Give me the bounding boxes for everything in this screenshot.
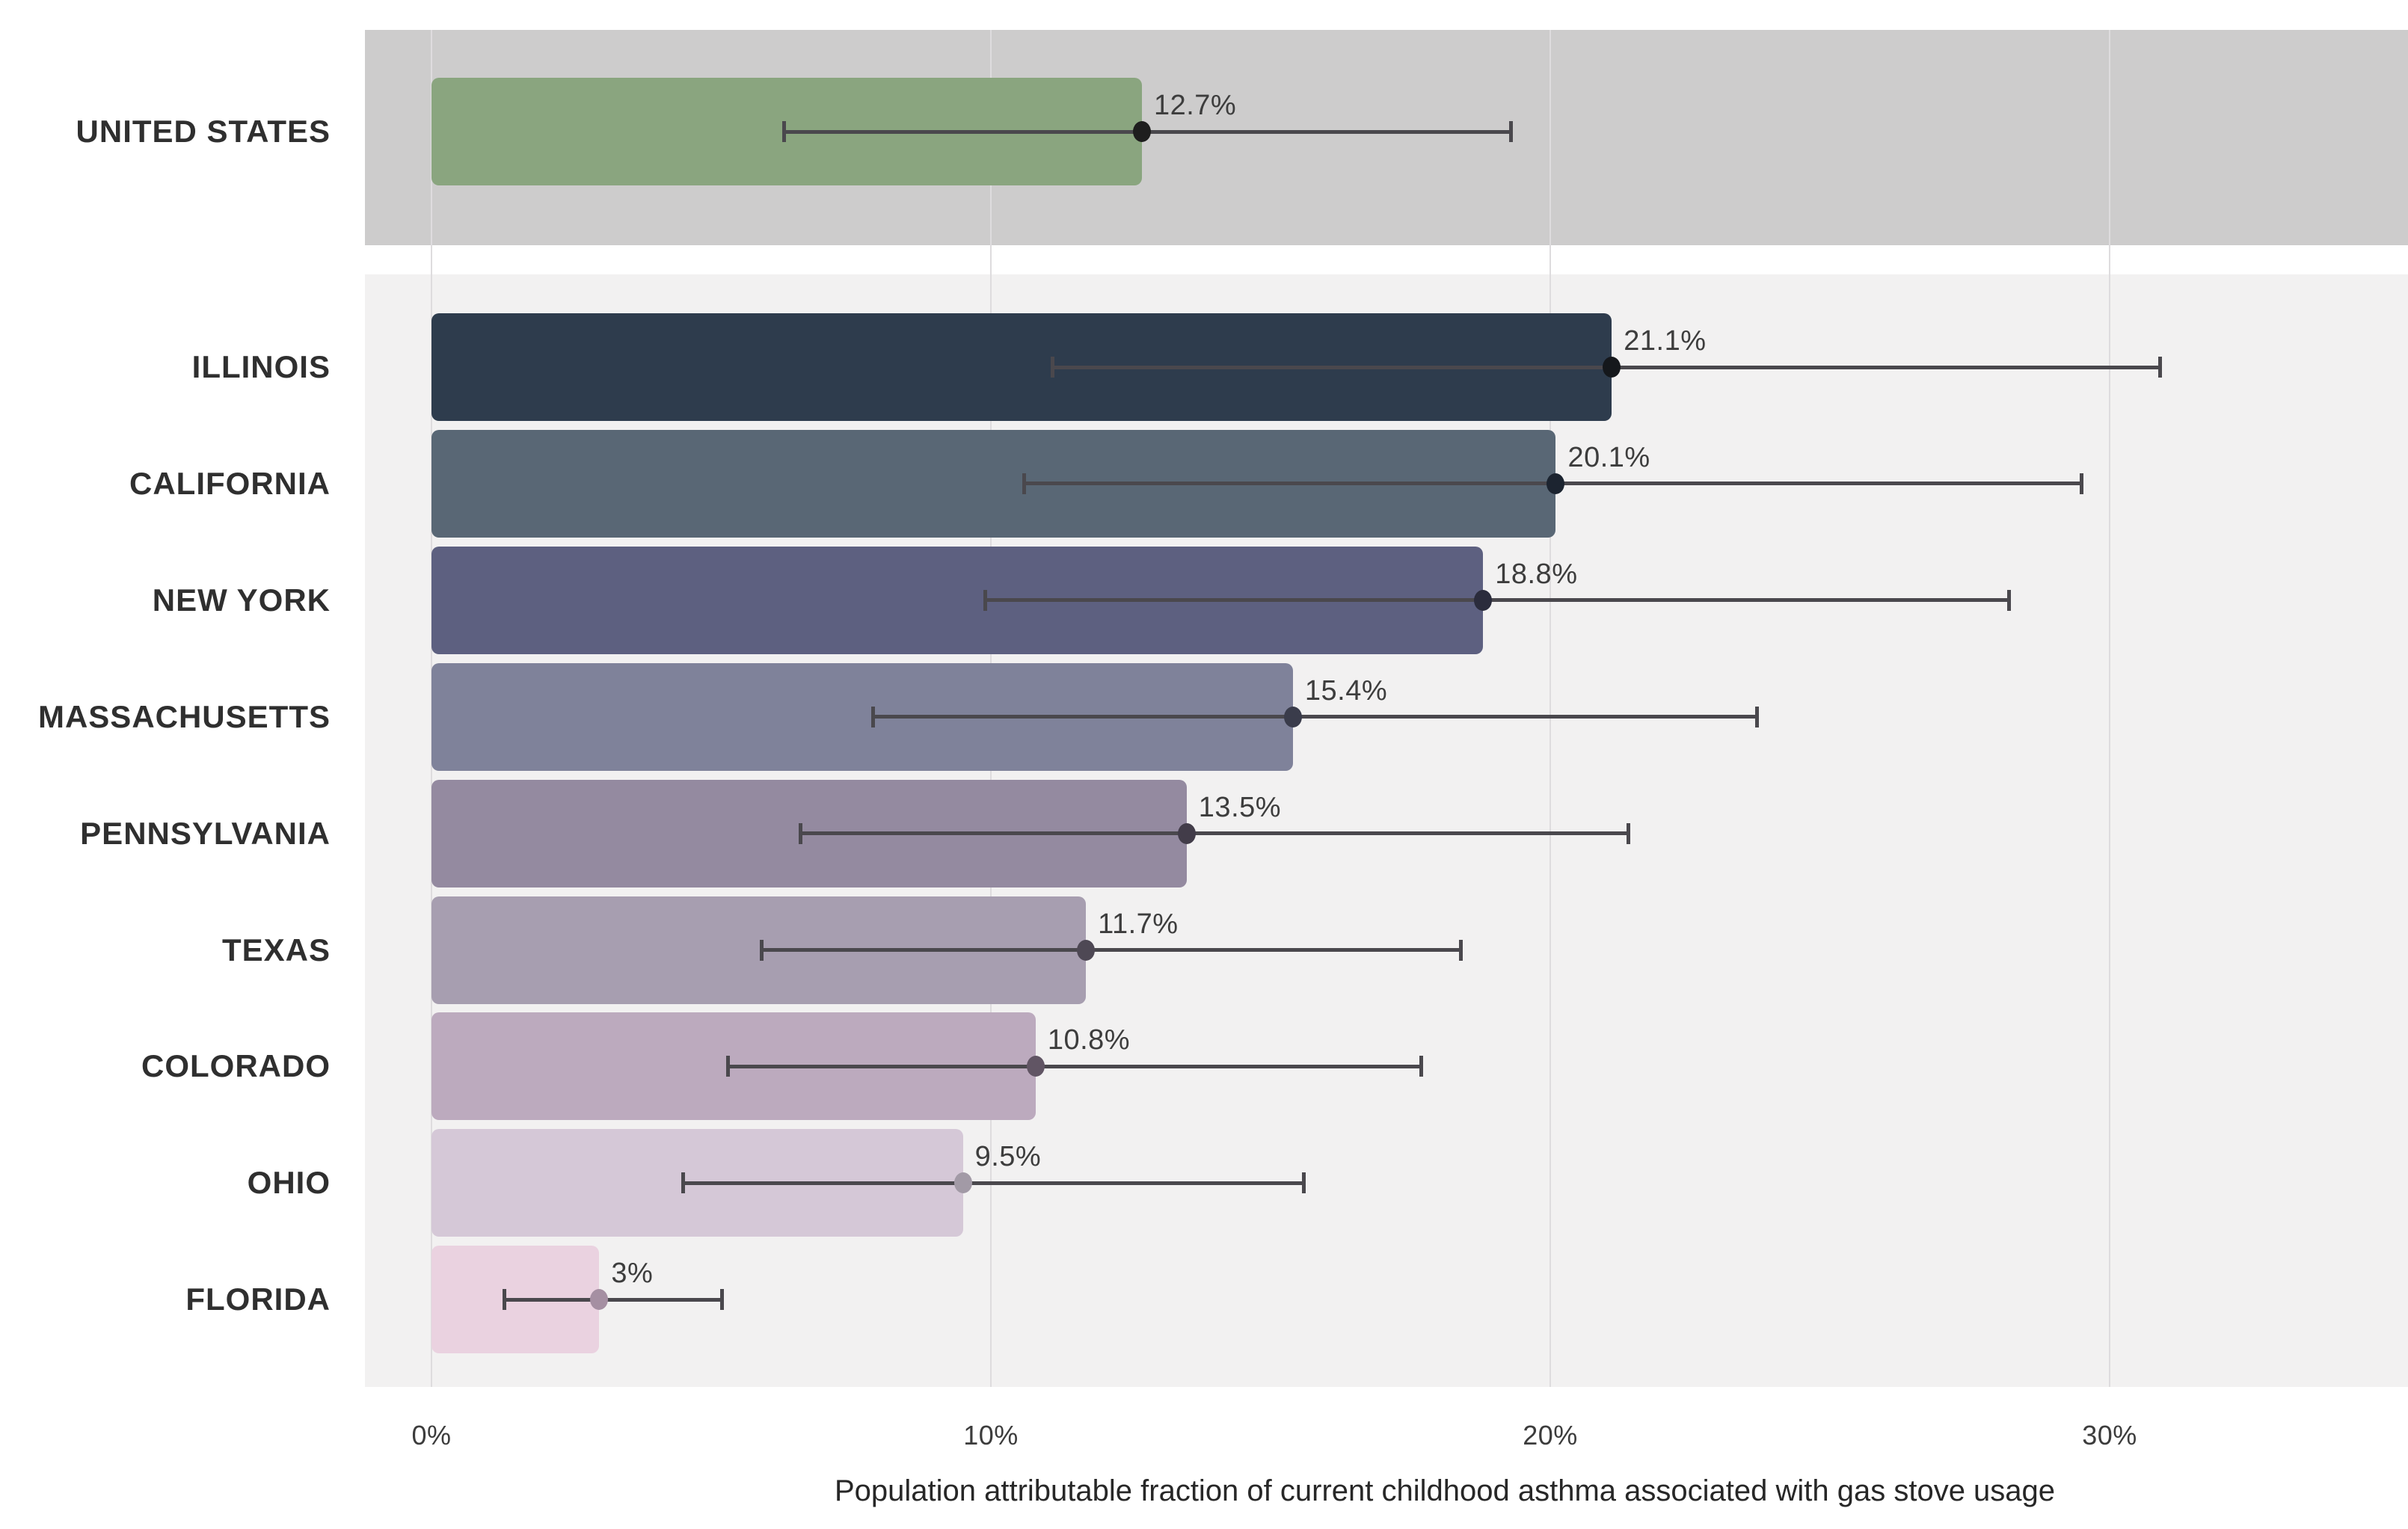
row-label-colorado: COLORADO: [141, 1048, 331, 1084]
error-cap-high-massachusetts: [1755, 706, 1760, 727]
row-label-illinois: ILLINOIS: [191, 349, 331, 384]
error-cap-low-texas: [759, 939, 764, 961]
error-cap-low-pennsylvania: [799, 822, 803, 844]
point-estimate-dot-ohio: [953, 1172, 972, 1194]
error-cap-high-colorado: [1419, 1056, 1424, 1077]
error-cap-low-colorado: [725, 1056, 730, 1077]
error-cap-low-illinois: [1050, 357, 1054, 378]
error-cap-high-illinois: [2157, 357, 2162, 378]
value-label-colorado: 10.8%: [1047, 1024, 1131, 1056]
error-cap-high-united-states: [1509, 121, 1514, 142]
error-cap-low-massachusetts: [871, 706, 876, 727]
error-bar-colorado: [728, 1064, 1422, 1068]
row-label-texas: TEXAS: [221, 932, 331, 967]
point-estimate-dot-new-york: [1474, 589, 1493, 611]
point-estimate-dot-california: [1547, 473, 1565, 494]
row-label-florida: FLORIDA: [185, 1282, 331, 1317]
error-cap-low-california: [1022, 473, 1027, 494]
value-label-ohio: 9.5%: [974, 1141, 1042, 1173]
error-cap-low-ohio: [681, 1172, 686, 1194]
value-label-illinois: 21.1%: [1624, 325, 1707, 357]
error-cap-high-california: [2080, 473, 2084, 494]
error-cap-low-new-york: [983, 589, 988, 611]
point-estimate-dot-florida: [590, 1289, 609, 1311]
x-tick-20-: 20%: [1523, 1420, 1578, 1450]
error-bar-texas: [761, 948, 1461, 952]
error-bar-florida: [504, 1297, 722, 1302]
error-cap-high-pennsylvania: [1627, 822, 1631, 844]
point-estimate-dot-pennsylvania: [1177, 822, 1196, 844]
value-label-california: 20.1%: [1567, 441, 1650, 473]
x-tick-0-: 0%: [411, 1420, 452, 1450]
gridline-20-: [1549, 30, 1551, 1387]
value-label-new-york: 18.8%: [1495, 558, 1578, 590]
error-bar-new-york: [985, 598, 2009, 603]
error-cap-low-united-states: [781, 121, 786, 142]
row-label-california: CALIFORNIA: [129, 465, 331, 501]
point-estimate-dot-illinois: [1603, 357, 1621, 378]
error-cap-high-texas: [1458, 939, 1463, 961]
error-bar-massachusetts: [873, 715, 1757, 719]
error-cap-low-florida: [502, 1289, 506, 1311]
error-bar-ohio: [683, 1181, 1304, 1185]
x-axis-title: Population attributable fraction of curr…: [834, 1474, 2056, 1507]
value-label-pennsylvania: 13.5%: [1198, 791, 1282, 823]
x-tick-10-: 10%: [963, 1420, 1019, 1450]
error-cap-high-ohio: [1302, 1172, 1306, 1194]
error-cap-high-florida: [720, 1289, 725, 1311]
row-label-massachusetts: MASSACHUSETTS: [37, 698, 331, 734]
point-estimate-dot-texas: [1077, 939, 1096, 961]
point-estimate-dot-massachusetts: [1283, 706, 1302, 727]
row-label-ohio: OHIO: [247, 1165, 331, 1201]
error-cap-high-new-york: [2006, 589, 2011, 611]
error-bar-pennsylvania: [800, 831, 1629, 836]
gridline-30-: [2109, 30, 2110, 1387]
point-estimate-dot-united-states: [1132, 121, 1151, 142]
value-label-united-states: 12.7%: [1153, 90, 1237, 121]
row-label-new-york: NEW YORK: [152, 582, 331, 618]
row-label-united-states: UNITED STATES: [76, 114, 331, 149]
value-label-massachusetts: 15.4%: [1304, 674, 1388, 707]
x-tick-30-: 30%: [2082, 1420, 2137, 1450]
value-label-texas: 11.7%: [1098, 908, 1179, 940]
row-label-pennsylvania: PENNSYLVANIA: [80, 815, 331, 851]
point-estimate-dot-colorado: [1026, 1056, 1045, 1077]
value-label-florida: 3%: [611, 1258, 654, 1290]
